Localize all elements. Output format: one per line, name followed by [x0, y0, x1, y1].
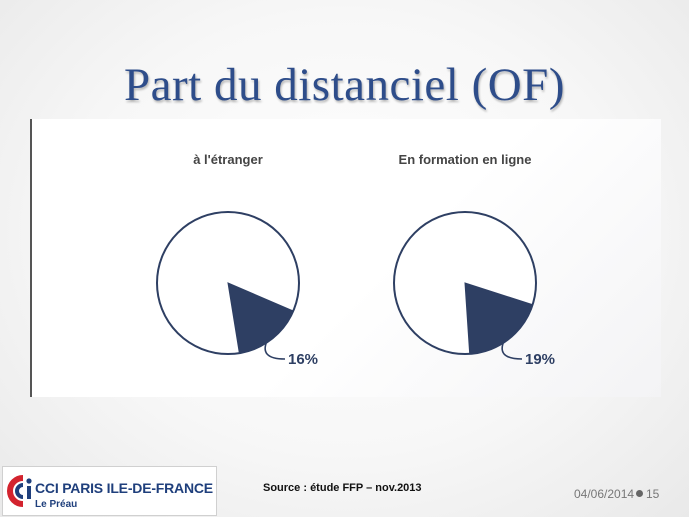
page-separator-dot [636, 490, 643, 497]
pie-title-1: à l'étranger [193, 152, 263, 167]
logo-main-text: CCI PARIS ILE-DE-FRANCE [35, 480, 213, 496]
cci-logo: CCI PARIS ILE-DE-FRANCE Le Préau [2, 466, 217, 516]
pie-title-2: En formation en ligne [399, 152, 532, 167]
pie-leader-line-2 [501, 339, 523, 360]
pie-label-1: 16% [288, 351, 318, 368]
page-number: 15 [646, 487, 660, 501]
logo-sub-text: Le Préau [35, 499, 78, 510]
pie-slice-2 [464, 282, 534, 355]
pie-label-2: 19% [525, 351, 555, 368]
slide-date: 04/06/2014 [574, 487, 635, 501]
pie-charts: à l'étranger 16% En formation en ligne 19% [156, 152, 555, 368]
pie-leader-line-1 [264, 339, 286, 360]
pie-slice-1 [227, 282, 294, 354]
cci-logo-mark-icon [7, 475, 32, 507]
chart-panel: à l'étranger 16% En formation en ligne 19% [30, 119, 661, 397]
slide-title: Part du distanciel (OF) [124, 59, 565, 111]
source-note: Source : étude FFP – nov.2013 [263, 482, 422, 494]
